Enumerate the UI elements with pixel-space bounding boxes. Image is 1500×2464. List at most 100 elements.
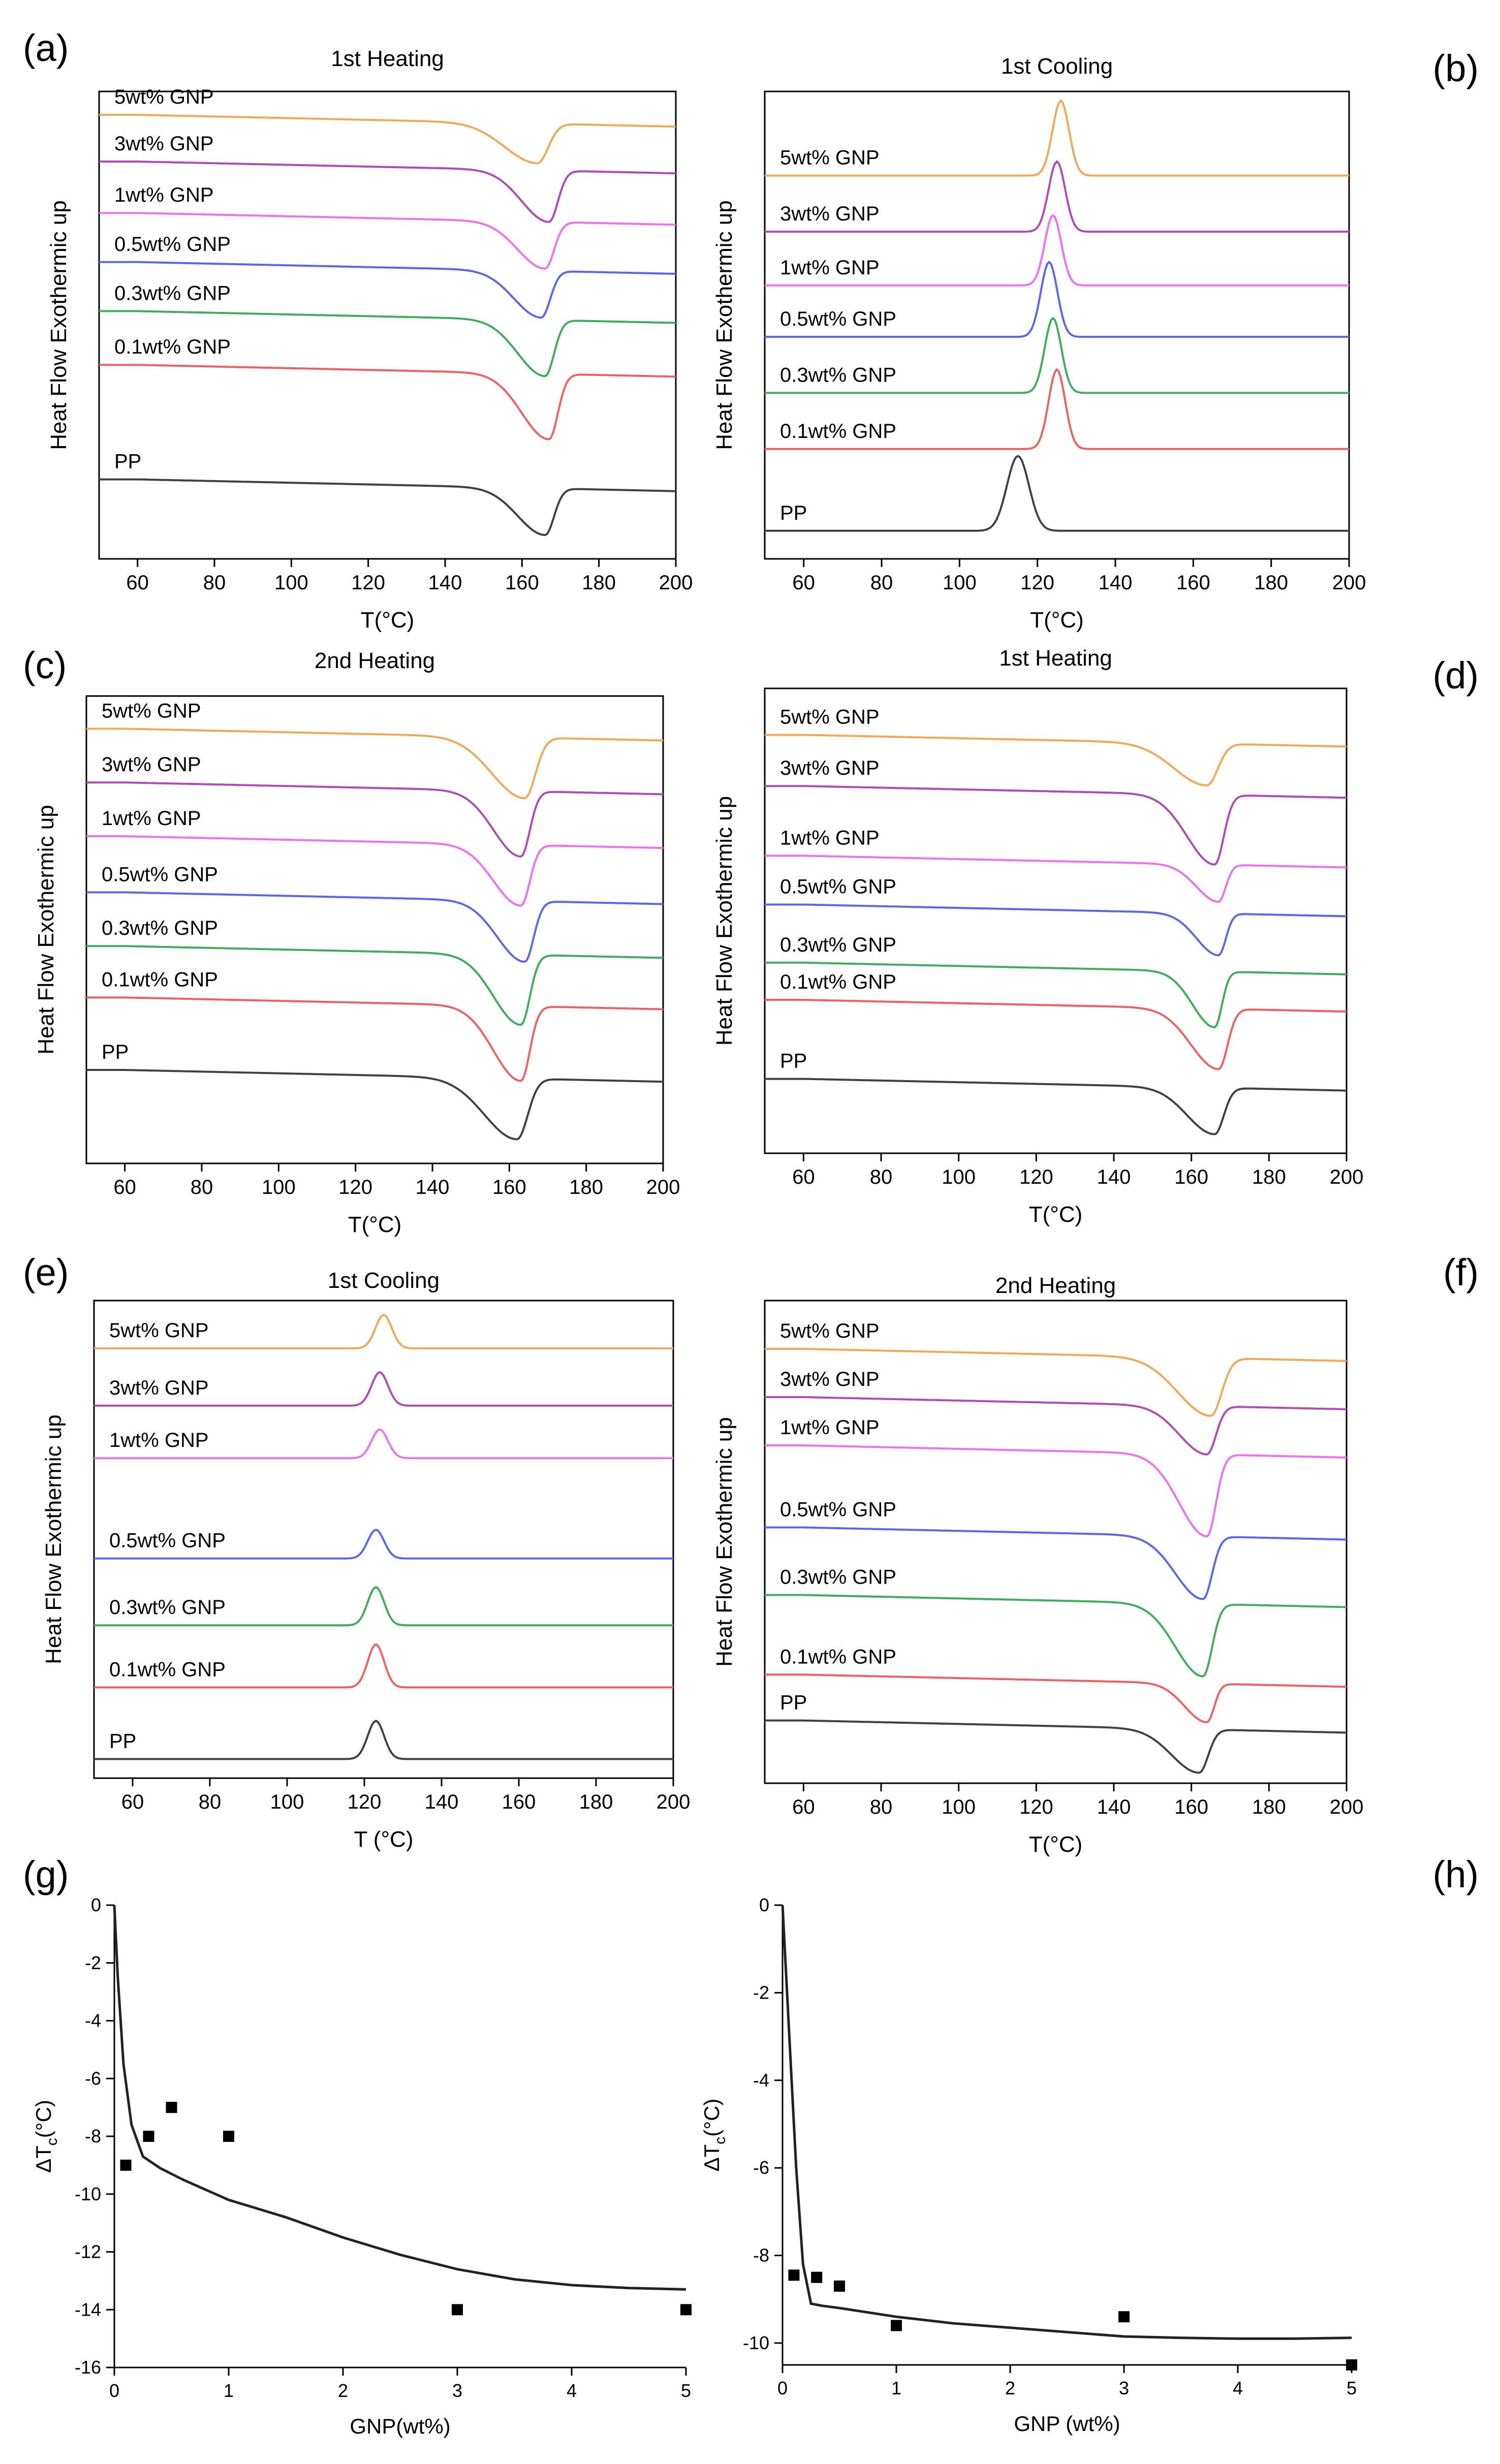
curve-1wtGNP (765, 213, 1349, 287)
x-tick-label: 60 (113, 1176, 136, 1198)
curve-5wtGNP (765, 1348, 1347, 1417)
x-tick-label: 100 (942, 1796, 976, 1818)
curve-05wtGNP (765, 260, 1349, 338)
x-axis-label: GNP(wt%) (350, 2414, 450, 2438)
x-tick-label: 120 (1019, 1796, 1053, 1818)
series-label: 1wt% GNP (102, 807, 201, 830)
chart-title: 1st Heating (331, 46, 444, 71)
y-axis-label-unit: (°C) (700, 2099, 724, 2137)
y-tick-label: -8 (753, 2245, 769, 2266)
plot-frame (764, 1300, 1348, 1784)
curve-01wtGNP (86, 996, 664, 1082)
x-tick-label: 180 (582, 572, 616, 594)
plot-frame (85, 695, 664, 1164)
series-label: 0.5wt% GNP (109, 1530, 226, 1552)
y-tick-label: -4 (753, 2070, 769, 2091)
x-tick-label: 160 (1176, 572, 1210, 594)
series-label: PP (114, 451, 141, 473)
series-label: 0.3wt% GNP (114, 282, 231, 304)
series-label: 0.5wt% GNP (780, 308, 896, 330)
x-tick-label: 180 (1254, 572, 1288, 594)
x-tick-label: 160 (1174, 1166, 1208, 1188)
chart-title: 1st Cooling (328, 1268, 440, 1293)
series-label: 1wt% GNP (780, 827, 880, 849)
curve-PP (86, 1069, 664, 1141)
x-tick-label: 140 (1099, 572, 1133, 594)
curve-01wtGNP (765, 999, 1347, 1070)
y-axis-label: Heat Flow Exothermic up (46, 200, 71, 450)
x-tick-label: 1 (224, 2380, 234, 2401)
x-tick-label: 5 (1347, 2378, 1357, 2398)
y-axis-label-main: ΔT (32, 2145, 55, 2173)
x-tick-label: 60 (126, 572, 149, 594)
x-tick-label: 0 (109, 2380, 119, 2401)
data-point (1118, 2311, 1130, 2323)
panel-label: (h) (1433, 1853, 1479, 1896)
series-label: PP (102, 1041, 129, 1063)
data-point (1346, 2359, 1357, 2371)
data-point (811, 2271, 823, 2283)
y-tick-label: -16 (75, 2357, 101, 2378)
series-label: 3wt% GNP (109, 1377, 209, 1399)
curve-1wtGNP (99, 212, 676, 270)
plot-frame (764, 687, 1348, 1154)
x-axis-label: T(°C) (1029, 1832, 1083, 1857)
y-axis-label-sub: c (712, 2137, 729, 2144)
curve-5wtGNP (94, 1313, 673, 1349)
x-tick-label: 180 (579, 1791, 613, 1813)
series-label: PP (780, 1692, 807, 1714)
y-tick-label: -14 (75, 2299, 101, 2320)
x-tick-label: 200 (1332, 572, 1366, 594)
series-label: 1wt% GNP (780, 257, 880, 279)
y-axis-label: ΔTc(°C) (32, 2100, 60, 2173)
series-label: 0.1wt% GNP (102, 968, 218, 991)
y-axis-label-group: ΔTc(°C) (32, 2100, 60, 2173)
y-axis-label: Heat Flow Exothermic up (712, 796, 737, 1046)
series-label: 0.1wt% GNP (780, 971, 896, 993)
curve-01wtGNP (94, 1643, 673, 1689)
curve-01wtGNP (765, 1673, 1347, 1724)
x-tick-label: 60 (792, 1166, 815, 1188)
y-axis-label: Heat Flow Exothermic up (41, 1414, 66, 1664)
x-tick-label: 3 (452, 2380, 462, 2401)
x-tick-label: 4 (567, 2380, 577, 2401)
series-label: 5wt% GNP (114, 86, 214, 108)
x-axis-label: T(°C) (348, 1212, 402, 1237)
x-tick-label: 200 (1330, 1166, 1364, 1188)
chart-title: 2nd Heating (995, 1273, 1116, 1298)
x-tick-label: 120 (1020, 572, 1054, 594)
curve-PP (765, 455, 1349, 532)
curve-3wtGNP (765, 785, 1347, 866)
x-tick-label: 80 (870, 1166, 893, 1188)
x-tick-label: 160 (492, 1176, 526, 1198)
series-label: 3wt% GNP (780, 1368, 880, 1391)
y-tick-label: -2 (753, 1982, 769, 2003)
curve-5wtGNP (765, 99, 1349, 177)
curve-1wtGNP (765, 855, 1347, 903)
series-label: PP (109, 1730, 136, 1752)
curve-03wtGNP (765, 961, 1347, 1029)
curve-PP (99, 478, 676, 536)
series-label: 1wt% GNP (780, 1416, 880, 1439)
x-tick-label: 60 (121, 1791, 144, 1813)
series-label: 5wt% GNP (780, 706, 880, 729)
x-tick-label: 100 (274, 572, 308, 594)
x-tick-label: 100 (262, 1176, 296, 1198)
data-point (143, 2131, 154, 2142)
series-label: 5wt% GNP (780, 147, 880, 169)
panel-label: (a) (23, 27, 69, 69)
panel-h: (h) 0 1 2 3 4 5 0 -2 -4 -6 -8 -10 GNP (wt%) ΔTc(°C) (700, 1853, 1479, 2436)
panel-label: (e) (23, 1251, 69, 1293)
series-label: 0.5wt% GNP (102, 863, 218, 886)
data-point (680, 2304, 692, 2316)
series-label: 0.3wt% GNP (109, 1596, 226, 1619)
data-point (788, 2269, 800, 2281)
x-tick-label: 80 (199, 1791, 222, 1813)
x-tick-label: 100 (943, 572, 977, 594)
curve-5wtGNP (99, 114, 676, 165)
x-tick-label: 180 (1252, 1166, 1286, 1188)
x-axis-label: GNP (wt%) (1014, 2412, 1120, 2436)
panel-a: (a) 1st Heating 60 80 100 120 140 160 180 200 T(°C… (23, 27, 693, 633)
x-tick-label: 2 (1005, 2378, 1015, 2398)
x-tick-label: 60 (792, 1796, 815, 1818)
